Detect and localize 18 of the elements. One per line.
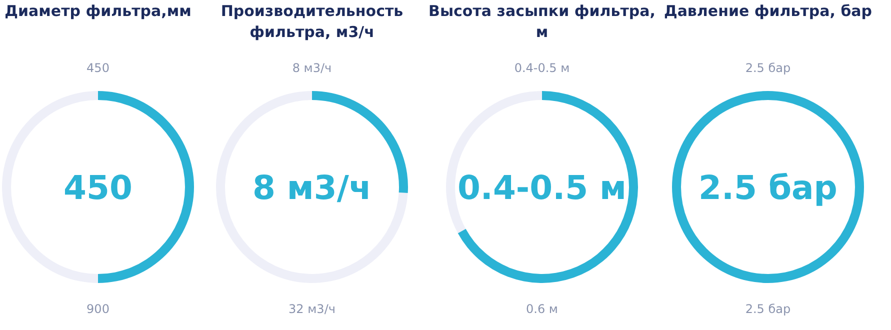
- text: 0.6 м: [526, 302, 558, 316]
- chart-title: Диаметр фильтра,мм: [4, 2, 192, 20]
- donut-slice: [458, 91, 638, 283]
- chart-title: Производительность фильтра, м3/ч: [220, 2, 404, 41]
- text: 450: [64, 168, 132, 207]
- text: 0.4-0.5 м: [514, 61, 570, 75]
- chart-title: Давление фильтра, бар: [664, 2, 872, 20]
- chart-title: Высота засыпки фильтра, м: [428, 2, 656, 41]
- text: 8 м3/ч: [292, 61, 332, 75]
- donut-slice: [216, 91, 408, 283]
- text: 8 м3/ч: [252, 168, 372, 207]
- text: 2.5 бар: [745, 61, 791, 75]
- text: 32 м3/ч: [288, 302, 336, 316]
- text: 2.5 бар: [745, 302, 791, 316]
- text: 450: [86, 61, 110, 75]
- text: 0.4-0.5 м: [457, 168, 627, 207]
- text: 2.5 бар: [698, 168, 838, 207]
- text: 900: [86, 302, 110, 316]
